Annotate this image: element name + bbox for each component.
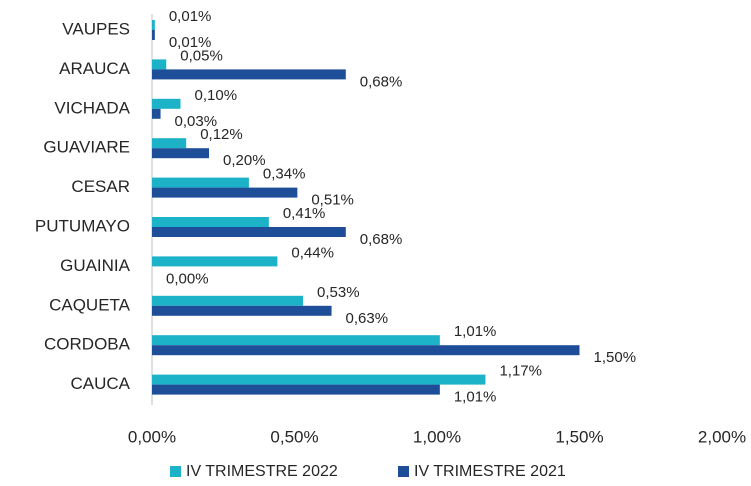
x-tick-label: 1,50% xyxy=(555,427,603,446)
value-label: 0,12% xyxy=(200,126,243,143)
category-label: VAUPES xyxy=(62,19,130,38)
value-label: 0,01% xyxy=(169,8,212,25)
legend-swatch xyxy=(398,466,409,477)
bar xyxy=(152,335,440,346)
x-tick-label: 1,00% xyxy=(413,427,461,446)
x-tick-label: 0,00% xyxy=(128,427,176,446)
bar xyxy=(152,69,346,80)
legend-label: IV TRIMESTRE 2022 xyxy=(186,463,338,480)
value-label: 0,03% xyxy=(175,113,218,130)
legend-label: IV TRIMESTRE 2021 xyxy=(414,463,566,480)
bar xyxy=(152,374,486,385)
x-tick-label: 0,50% xyxy=(270,427,318,446)
x-tick-label: 2,00% xyxy=(698,427,746,446)
value-label: 0,41% xyxy=(283,205,326,222)
value-label: 0,53% xyxy=(317,284,360,301)
bar xyxy=(152,227,346,237)
bar xyxy=(152,138,187,149)
bar xyxy=(152,305,332,316)
legend-swatch xyxy=(170,466,181,477)
bar xyxy=(152,59,167,70)
bar xyxy=(152,20,155,30)
bar xyxy=(152,30,155,40)
bar xyxy=(152,345,580,356)
value-label: 0,63% xyxy=(346,310,389,327)
value-label: 0,44% xyxy=(291,244,334,261)
category-label: PUTUMAYO xyxy=(35,216,130,235)
bar xyxy=(152,108,161,119)
category-label: CAUCA xyxy=(70,374,130,393)
value-label: 0,01% xyxy=(169,34,212,51)
bar xyxy=(152,217,269,227)
category-label: CAQUETA xyxy=(49,295,131,314)
value-label: 0,20% xyxy=(223,152,266,169)
value-label: 1,01% xyxy=(454,389,497,406)
bar xyxy=(152,177,249,188)
value-label: 0,68% xyxy=(360,231,403,248)
category-label: CORDOBA xyxy=(44,335,131,354)
category-label: GUAVIARE xyxy=(43,138,130,157)
value-label: 1,01% xyxy=(454,323,497,340)
value-label: 0,34% xyxy=(263,166,306,183)
bar xyxy=(152,187,298,198)
value-label: 0,00% xyxy=(166,270,209,287)
bar xyxy=(152,98,181,109)
category-label: ARAUCA xyxy=(59,59,131,78)
category-label: GUAINIA xyxy=(60,256,131,275)
value-label: 1,50% xyxy=(594,349,637,366)
bar xyxy=(152,256,278,267)
value-label: 0,10% xyxy=(195,87,238,104)
bar xyxy=(152,295,304,306)
value-label: 0,51% xyxy=(311,192,354,209)
category-label: CESAR xyxy=(71,177,130,196)
value-label: 0,68% xyxy=(360,73,403,90)
bar xyxy=(152,148,209,159)
value-label: 0,05% xyxy=(180,47,223,64)
category-label: VICHADA xyxy=(54,98,130,117)
value-label: 1,17% xyxy=(499,363,542,380)
bar xyxy=(152,384,440,395)
